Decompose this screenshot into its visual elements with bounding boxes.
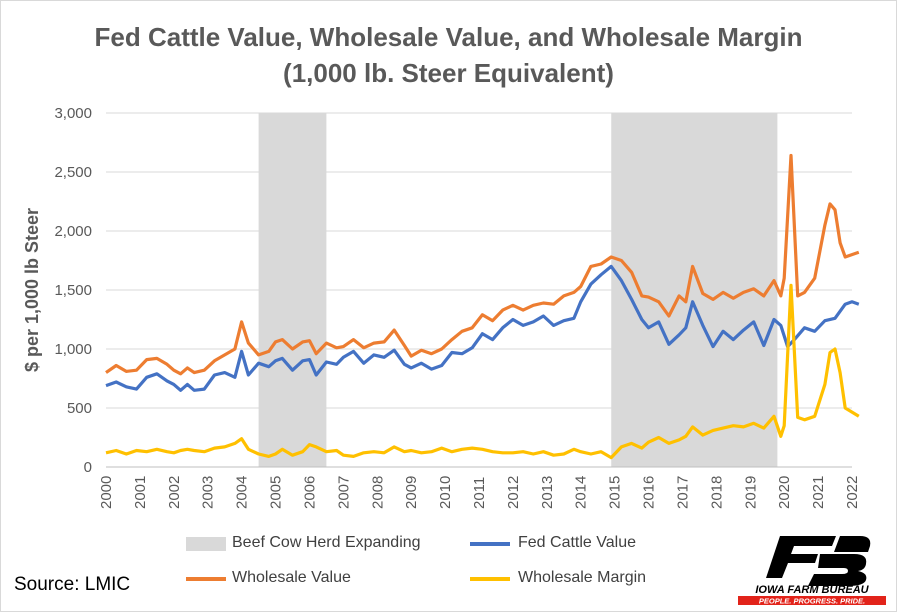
- y-tick-labels: 0 500 1,000 1,500 2,000 2,500 3,000: [54, 105, 92, 476]
- legend-swatch-wholesale-value: [186, 577, 226, 581]
- legend-swatch-fed-cattle: [470, 542, 510, 546]
- series-line-wholesale-margin: [105, 283, 860, 460]
- x-tick-label: 2018: [708, 476, 725, 509]
- x-tick-label: 2010: [437, 476, 454, 509]
- y-tick-label: 1,500: [54, 282, 92, 299]
- x-tick-label: 2011: [471, 477, 488, 509]
- logo-red-bar: [738, 596, 886, 605]
- y-axis-label: $ per 1,000 lb Steer: [22, 208, 42, 372]
- x-tick-label: 2007: [335, 476, 352, 509]
- x-tick-labels: 2000 2001 2002 2003 2004 2005 2006 2007 2008 2009…: [98, 476, 861, 509]
- x-tick-label: 2022: [844, 476, 861, 509]
- gridlines: [106, 112, 852, 468]
- source-note: Source: LMIC: [14, 574, 131, 595]
- logo-tagline: PEOPLE. PROGRESS. PRIDE.: [759, 597, 865, 606]
- y-tick-label: 1,000: [54, 341, 92, 358]
- x-tick-label: 2009: [403, 476, 420, 509]
- x-tick-label: 2005: [268, 476, 285, 509]
- x-tick-label: 2004: [234, 476, 251, 509]
- legend-label-shaded: Beef Cow Herd Expanding: [232, 534, 421, 551]
- series-line-wholesale-value: [105, 153, 860, 376]
- x-tick-label: 2002: [166, 476, 183, 509]
- chart-subtitle: (1,000 lb. Steer Equivalent): [283, 58, 614, 88]
- legend-label-wholesale-margin: Wholesale Margin: [518, 569, 647, 586]
- x-tick-label: 2020: [776, 476, 793, 509]
- y-tick-label: 500: [67, 400, 92, 417]
- x-tick-label: 2000: [98, 476, 115, 509]
- y-tick-label: 2,000: [54, 223, 92, 240]
- x-tick-label: 2001: [132, 476, 149, 509]
- y-tick-label: 3,000: [54, 105, 92, 122]
- x-tick-label: 2012: [505, 476, 522, 509]
- x-tick-label: 2014: [573, 476, 590, 509]
- x-tick-label: 2021: [810, 476, 827, 509]
- x-tick-label: 2006: [301, 476, 318, 509]
- iowa-farm-bureau-logo: IOWA FARM BUREAU PEOPLE. PROGRESS. PRIDE…: [738, 536, 886, 606]
- x-tick-label: 2008: [369, 476, 386, 509]
- x-tick-label: 2003: [200, 476, 217, 509]
- x-tick-label: 2015: [607, 476, 624, 509]
- x-tick-label: 2019: [742, 476, 759, 509]
- y-tick-label: 0: [84, 459, 92, 476]
- legend-label-wholesale-value: Wholesale Value: [232, 569, 351, 586]
- chart-title: Fed Cattle Value, Wholesale Value, and W…: [94, 22, 803, 52]
- legend-swatch-shaded: [186, 537, 226, 551]
- legend-swatch-wholesale-margin: [470, 577, 510, 581]
- series-line-fed-cattle-value: [105, 264, 860, 392]
- legend-label-fed-cattle: Fed Cattle Value: [518, 534, 636, 551]
- x-tick-label: 2013: [539, 476, 556, 509]
- x-tick-label: 2017: [674, 476, 691, 509]
- y-tick-label: 2,500: [54, 164, 92, 181]
- logo-text: IOWA FARM BUREAU: [755, 584, 869, 596]
- x-tick-label: 2016: [641, 476, 658, 509]
- series-lines: [105, 153, 860, 460]
